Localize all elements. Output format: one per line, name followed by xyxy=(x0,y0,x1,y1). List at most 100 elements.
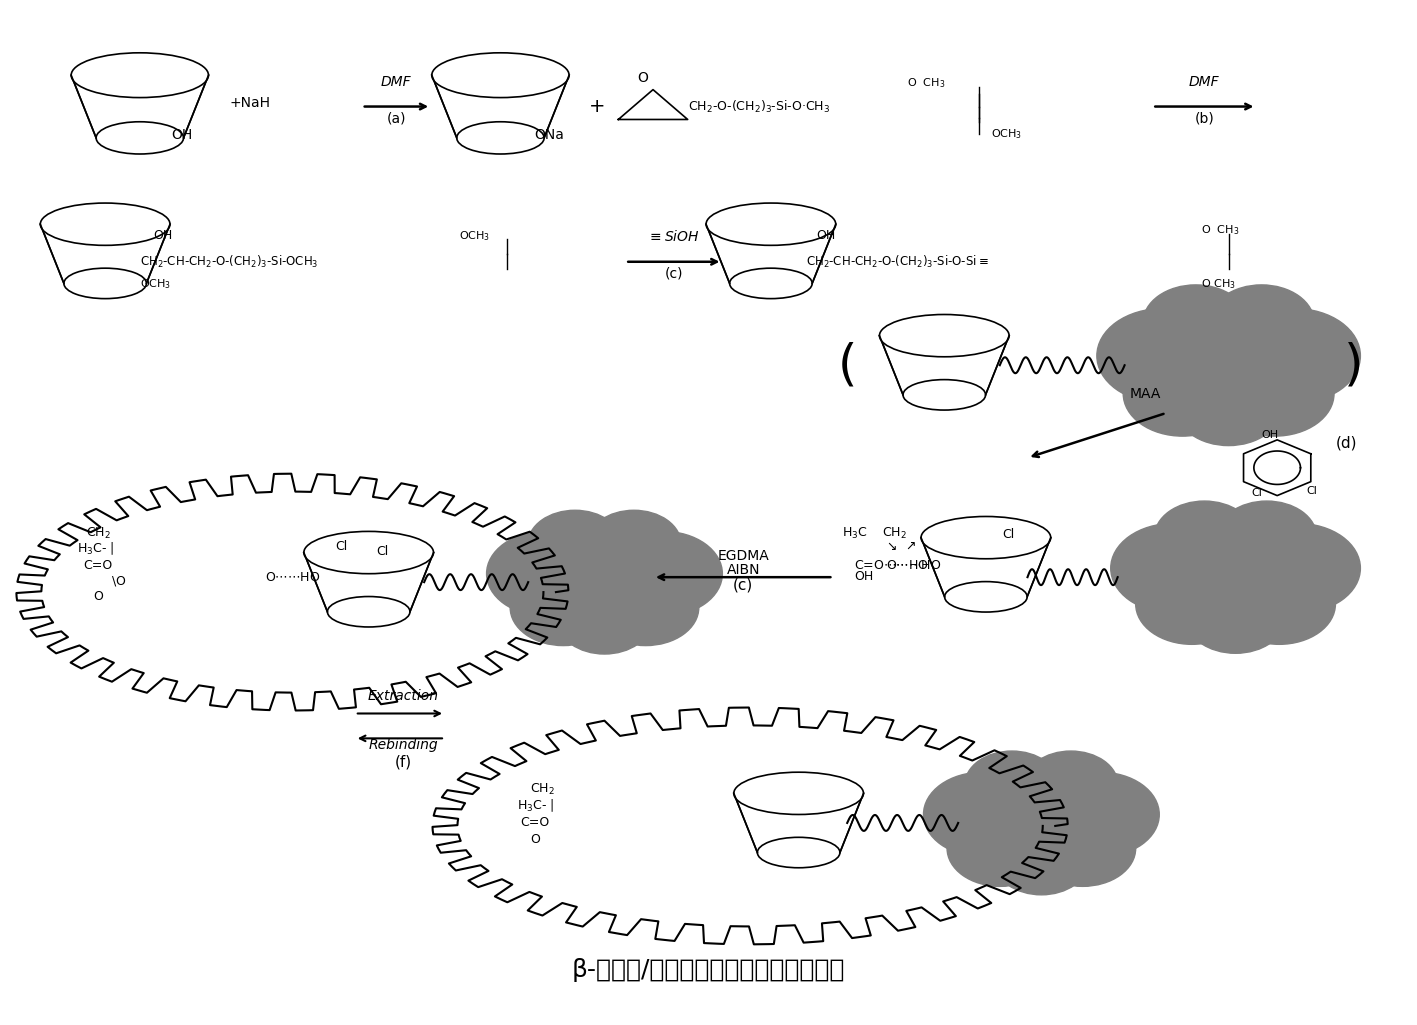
Text: OH: OH xyxy=(854,570,873,583)
Ellipse shape xyxy=(64,269,146,298)
Text: MAA: MAA xyxy=(1129,387,1161,401)
Text: C=O: C=O xyxy=(520,816,550,829)
Text: CH$_2$-CH-CH$_2$-O-(CH$_2$)$_3$-Si-OCH$_3$: CH$_2$-CH-CH$_2$-O-(CH$_2$)$_3$-Si-OCH$_… xyxy=(140,254,319,270)
Text: CH$_2$-CH-CH$_2$-O-(CH$_2$)$_3$-Si-O-Si$\equiv$: CH$_2$-CH-CH$_2$-O-(CH$_2$)$_3$-Si-O-Si$… xyxy=(806,254,988,270)
Text: C=O$\cdots\cdots$HO: C=O$\cdots\cdots$HO xyxy=(854,559,928,572)
Text: $\equiv$SiOH: $\equiv$SiOH xyxy=(648,229,700,244)
Text: +NaH: +NaH xyxy=(230,95,271,110)
Polygon shape xyxy=(706,224,836,283)
Circle shape xyxy=(1229,309,1360,403)
Circle shape xyxy=(1155,519,1316,636)
Circle shape xyxy=(1097,309,1229,403)
Circle shape xyxy=(976,776,1107,869)
Polygon shape xyxy=(432,75,570,138)
Ellipse shape xyxy=(730,269,812,298)
Text: Rebinding: Rebinding xyxy=(368,738,438,752)
Circle shape xyxy=(1223,564,1335,645)
Text: OH: OH xyxy=(1261,429,1278,440)
Ellipse shape xyxy=(432,53,570,97)
Polygon shape xyxy=(880,335,1009,395)
Text: Cl: Cl xyxy=(334,540,347,554)
Text: Cl: Cl xyxy=(1002,528,1015,541)
Text: (c): (c) xyxy=(665,266,683,281)
Circle shape xyxy=(486,531,605,616)
Circle shape xyxy=(605,531,723,616)
Polygon shape xyxy=(921,538,1051,597)
Polygon shape xyxy=(71,75,208,138)
Text: (a): (a) xyxy=(387,112,407,125)
Text: OCH$_3$: OCH$_3$ xyxy=(140,277,171,290)
Text: EGDMA: EGDMA xyxy=(717,549,769,564)
Ellipse shape xyxy=(734,772,863,815)
Circle shape xyxy=(965,751,1058,819)
Circle shape xyxy=(1041,772,1159,857)
Text: (c): (c) xyxy=(733,577,754,592)
Text: O$\cdots\cdots$HO: O$\cdots\cdots$HO xyxy=(265,571,320,583)
Text: Cl: Cl xyxy=(1251,488,1261,497)
Text: OH: OH xyxy=(153,230,173,242)
Circle shape xyxy=(1023,751,1118,819)
Text: (d): (d) xyxy=(1336,436,1357,451)
Text: H$_3$C    CH$_2$: H$_3$C CH$_2$ xyxy=(843,527,907,541)
Text: Cl: Cl xyxy=(377,545,388,559)
Text: H$_3$C-$\mid$: H$_3$C-$\mid$ xyxy=(517,797,554,814)
Circle shape xyxy=(947,810,1053,887)
Circle shape xyxy=(965,768,1118,878)
Circle shape xyxy=(1144,303,1315,426)
Ellipse shape xyxy=(921,517,1051,559)
Text: β-环糊精/凹凸棒石吸附剂的制备示意图: β-环糊精/凹凸棒石吸附剂的制备示意图 xyxy=(572,958,845,982)
Polygon shape xyxy=(734,793,863,853)
Circle shape xyxy=(529,510,622,578)
Text: DMF: DMF xyxy=(381,75,412,88)
Ellipse shape xyxy=(71,53,208,97)
Ellipse shape xyxy=(903,379,986,410)
Ellipse shape xyxy=(96,122,184,154)
Text: O  CH$_3$: O CH$_3$ xyxy=(907,76,945,89)
Circle shape xyxy=(1186,581,1285,653)
Circle shape xyxy=(1156,314,1301,417)
Text: +: + xyxy=(589,97,606,116)
Text: (b): (b) xyxy=(1195,112,1214,125)
Circle shape xyxy=(1111,524,1236,613)
Polygon shape xyxy=(40,224,170,283)
Text: OH: OH xyxy=(171,128,193,142)
Ellipse shape xyxy=(456,122,544,154)
Ellipse shape xyxy=(327,597,410,627)
Circle shape xyxy=(1209,285,1315,361)
Text: C=O: C=O xyxy=(84,560,113,572)
Circle shape xyxy=(1168,528,1304,626)
Text: OCH$_3$: OCH$_3$ xyxy=(992,127,1023,141)
Circle shape xyxy=(1216,351,1333,436)
Circle shape xyxy=(1176,370,1281,446)
Text: $\backslash$O: $\backslash$O xyxy=(112,574,126,587)
Circle shape xyxy=(557,586,652,654)
Ellipse shape xyxy=(880,315,1009,357)
Text: H$_3$C-$\mid$: H$_3$C-$\mid$ xyxy=(77,540,113,558)
Text: DMF: DMF xyxy=(1189,75,1220,88)
Ellipse shape xyxy=(945,581,1027,612)
Circle shape xyxy=(1144,285,1248,361)
Ellipse shape xyxy=(706,203,836,245)
Polygon shape xyxy=(303,552,434,612)
Text: O$\cdots\cdots$HO: O$\cdots\cdots$HO xyxy=(886,559,941,572)
Ellipse shape xyxy=(303,531,434,574)
Circle shape xyxy=(1124,351,1241,436)
Text: CH$_2$-O-(CH$_2$)$_3$-Si-O·CH$_3$: CH$_2$-O-(CH$_2$)$_3$-Si-O·CH$_3$ xyxy=(687,98,830,115)
Circle shape xyxy=(1217,501,1316,573)
Text: $\searrow$ $\nearrow$: $\searrow$ $\nearrow$ xyxy=(884,540,917,554)
Circle shape xyxy=(1135,564,1248,645)
Text: OH: OH xyxy=(816,230,836,242)
Circle shape xyxy=(924,772,1041,857)
Text: CH$_2$: CH$_2$ xyxy=(86,527,111,541)
Circle shape xyxy=(587,510,682,578)
Circle shape xyxy=(1030,810,1135,887)
Circle shape xyxy=(995,827,1088,895)
Text: AIBN: AIBN xyxy=(727,563,760,577)
Text: O: O xyxy=(638,71,648,85)
Text: ONa: ONa xyxy=(534,128,564,142)
Text: (f): (f) xyxy=(395,754,412,769)
Text: Cl: Cl xyxy=(1306,486,1318,496)
Circle shape xyxy=(592,570,699,646)
Text: O: O xyxy=(530,833,540,846)
Text: (: ( xyxy=(837,341,857,390)
